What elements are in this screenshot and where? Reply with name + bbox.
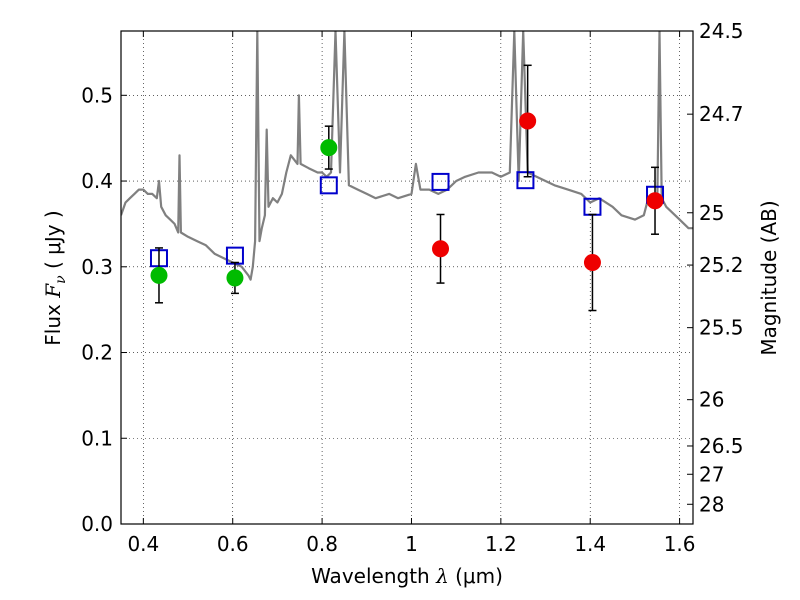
y-tick-label: 0.4 bbox=[81, 169, 113, 193]
observed-point bbox=[320, 139, 338, 157]
y-axis-label: Flux Fν ( μJy ) bbox=[41, 210, 69, 345]
y-tick-label: 0.0 bbox=[81, 512, 113, 536]
x-tick-label: 1.6 bbox=[664, 532, 696, 556]
x-tick-label: 0.8 bbox=[306, 532, 338, 556]
observed-point bbox=[519, 112, 537, 130]
x-axis-label: Wavelength λ (μm) bbox=[311, 564, 503, 588]
x-tick-label: 0.6 bbox=[217, 532, 249, 556]
y2-tick-label: 25 bbox=[699, 201, 724, 225]
model-photometry-square bbox=[319, 176, 338, 195]
y2-tick-label: 26.5 bbox=[699, 434, 744, 458]
observed-point bbox=[226, 269, 244, 287]
observed-point bbox=[583, 253, 601, 271]
observed-point bbox=[432, 240, 450, 258]
y2-tick-label: 24.7 bbox=[699, 102, 744, 126]
y2-tick-label: 26 bbox=[699, 388, 724, 412]
x-tick-label: 0.4 bbox=[127, 532, 159, 556]
x-tick-label: 1 bbox=[405, 532, 418, 556]
y-tick-label: 0.3 bbox=[81, 255, 113, 279]
y-tick-label: 0.5 bbox=[81, 83, 113, 107]
y2-tick-label: 25.5 bbox=[699, 316, 744, 340]
marker-layer bbox=[149, 64, 665, 312]
y2-axis-label: Magnitude (AB) bbox=[757, 200, 781, 355]
x-tick-label: 1.4 bbox=[574, 532, 606, 556]
model-photometry-square bbox=[516, 171, 535, 190]
y-tick-label: 0.1 bbox=[81, 426, 113, 450]
x-tick-label: 1.2 bbox=[485, 532, 517, 556]
y2-tick-label: 28 bbox=[699, 492, 724, 516]
y-tick-label: 0.2 bbox=[81, 341, 113, 365]
y2-tick-label: 24.5 bbox=[699, 19, 744, 43]
observed-point bbox=[150, 266, 168, 284]
y2-tick-label: 25.2 bbox=[699, 253, 744, 277]
model-photometry-square bbox=[431, 172, 450, 191]
ticks: 0.4 0.6 0.8 1 1.2 1.4 1.6 0.0 0.1 0.2 0.3 0.4 0.5 24.… bbox=[81, 19, 743, 556]
observed-point bbox=[646, 192, 664, 210]
plot-frame bbox=[120, 30, 694, 525]
y2-tick-label: 27 bbox=[699, 462, 724, 486]
